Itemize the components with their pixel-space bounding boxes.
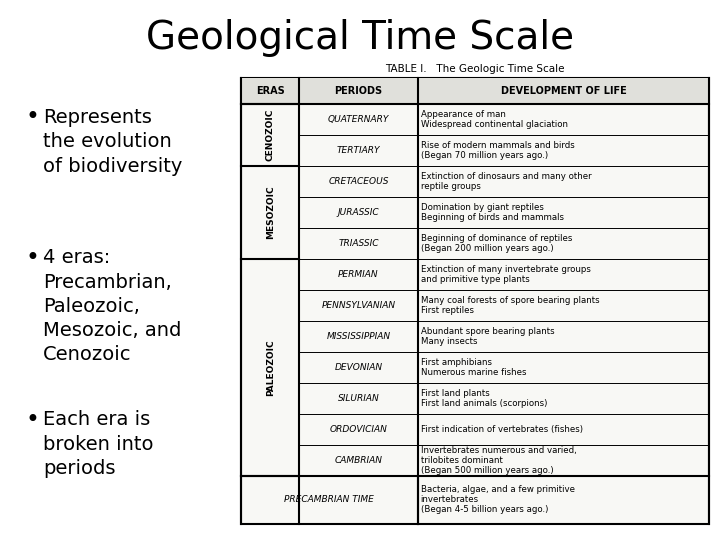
- Text: Domination by giant reptiles
Beginning of birds and mammals: Domination by giant reptiles Beginning o…: [420, 203, 564, 222]
- Text: SILURIAN: SILURIAN: [338, 394, 379, 403]
- Text: •: •: [25, 105, 39, 129]
- Text: Extinction of dinosaurs and many other
reptile groups: Extinction of dinosaurs and many other r…: [420, 172, 591, 191]
- Text: JURASSIC: JURASSIC: [338, 208, 379, 217]
- Text: CAMBRIAN: CAMBRIAN: [334, 456, 382, 464]
- Text: Extinction of many invertebrate groups
and primitive type plants: Extinction of many invertebrate groups a…: [420, 265, 590, 284]
- Text: PENNSYLVANIAN: PENNSYLVANIAN: [321, 301, 395, 310]
- Text: PALEOZOIC: PALEOZOIC: [266, 339, 275, 395]
- Text: First land plants
First land animals (scorpions): First land plants First land animals (sc…: [420, 389, 547, 408]
- Text: 4 eras:
Precambrian,
Paleozoic,
Mesozoic, and
Cenozoic: 4 eras: Precambrian, Paleozoic, Mesozoic…: [43, 248, 181, 364]
- Text: TERTIARY: TERTIARY: [337, 146, 380, 155]
- Text: CENOZOIC: CENOZOIC: [266, 109, 275, 161]
- Text: Geological Time Scale: Geological Time Scale: [146, 19, 574, 57]
- Text: Appearance of man
Widespread continental glaciation: Appearance of man Widespread continental…: [420, 110, 567, 129]
- Text: Each era is
broken into
periods: Each era is broken into periods: [43, 410, 153, 478]
- Text: First indication of vertebrates (fishes): First indication of vertebrates (fishes): [420, 424, 582, 434]
- Text: DEVELOPMENT OF LIFE: DEVELOPMENT OF LIFE: [500, 86, 626, 96]
- Text: TRIASSIC: TRIASSIC: [338, 239, 379, 248]
- Text: Rise of modern mammals and birds
(Began 70 million years ago.): Rise of modern mammals and birds (Began …: [420, 141, 575, 160]
- Text: QUATERNARY: QUATERNARY: [328, 115, 389, 124]
- Text: Abundant spore bearing plants
Many insects: Abundant spore bearing plants Many insec…: [420, 327, 554, 346]
- Text: •: •: [25, 408, 39, 431]
- Text: MISSISSIPPIAN: MISSISSIPPIAN: [326, 332, 390, 341]
- Bar: [241, 78, 709, 104]
- Text: TABLE I.   The Geologic Time Scale: TABLE I. The Geologic Time Scale: [385, 64, 565, 74]
- Text: Represents
the evolution
of biodiversity: Represents the evolution of biodiversity: [43, 108, 183, 176]
- Text: ERAS: ERAS: [256, 86, 284, 96]
- Text: PERMIAN: PERMIAN: [338, 270, 379, 279]
- Text: MESOZOIC: MESOZOIC: [266, 186, 275, 239]
- Text: PRECAMBRIAN TIME: PRECAMBRIAN TIME: [284, 495, 374, 504]
- Text: •: •: [25, 246, 39, 269]
- Text: Beginning of dominance of reptiles
(Began 200 million years ago.): Beginning of dominance of reptiles (Bega…: [420, 234, 572, 253]
- Text: CRETACEOUS: CRETACEOUS: [328, 177, 389, 186]
- Text: ORDOVICIAN: ORDOVICIAN: [330, 424, 387, 434]
- Text: Many coal forests of spore bearing plants
First reptiles: Many coal forests of spore bearing plant…: [420, 296, 599, 315]
- Text: Invertebrates numerous and varied,
trilobites dominant
(Began 500 million years : Invertebrates numerous and varied, trilo…: [420, 446, 576, 475]
- Text: First amphibians
Numerous marine fishes: First amphibians Numerous marine fishes: [420, 357, 526, 377]
- Text: Bacteria, algae, and a few primitive
invertebrates
(Began 4-5 billion years ago.: Bacteria, algae, and a few primitive inv…: [420, 485, 575, 514]
- Text: DEVONIAN: DEVONIAN: [334, 363, 382, 372]
- Text: PERIODS: PERIODS: [334, 86, 382, 96]
